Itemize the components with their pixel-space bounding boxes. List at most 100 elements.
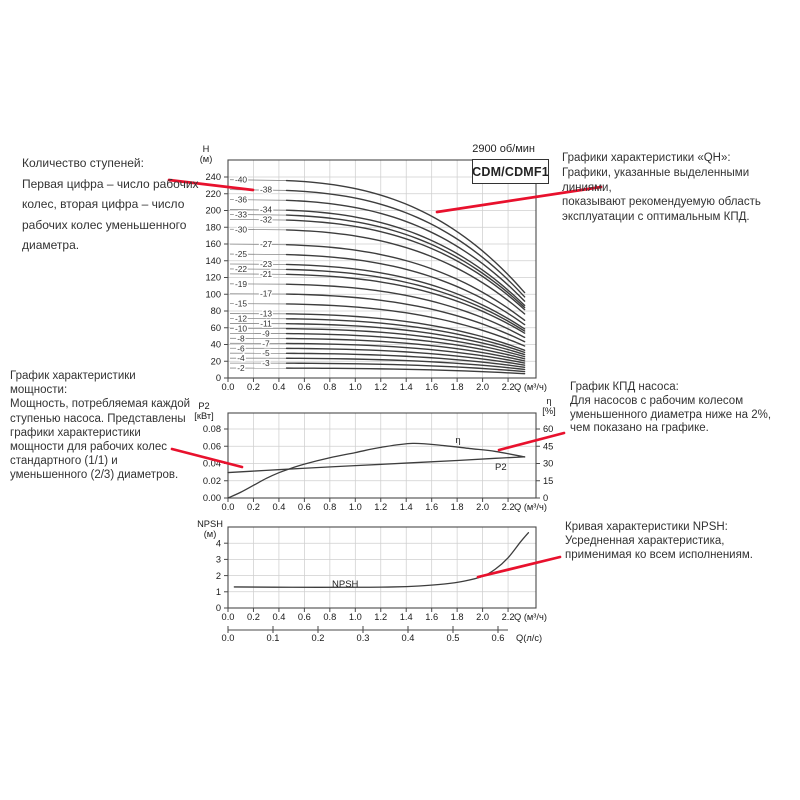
svg-text:-40: -40 [235, 175, 247, 185]
annotation-qh-curves: Графики характеристики «QH»: Графики, ук… [562, 151, 800, 225]
svg-text:1.4: 1.4 [400, 502, 413, 512]
svg-text:[%]: [%] [542, 406, 555, 416]
svg-text:2.0: 2.0 [476, 382, 489, 392]
svg-text:-27: -27 [260, 239, 272, 249]
annotation-body: Усредненная характеристика, применимая к… [565, 534, 753, 561]
svg-text:-13: -13 [260, 309, 272, 319]
svg-text:-21: -21 [260, 269, 272, 279]
npsh-chart: 0.0 0.2 0.4 0.6 0.8 1.0 1.2 1.4 1.6 1.8 2.0 2.2 0 1 2 3… [197, 519, 547, 643]
svg-text:0.2: 0.2 [247, 612, 260, 622]
annotation-title: График КПД насоса: [570, 381, 679, 393]
svg-text:0.8: 0.8 [323, 382, 336, 392]
svg-text:0.6: 0.6 [298, 382, 311, 392]
annotation-body: Для насосов с рабочим колесом уменьшенно… [570, 394, 772, 435]
svg-text:P2: P2 [198, 401, 209, 411]
svg-text:[кВт]: [кВт] [194, 411, 213, 421]
svg-text:1.4: 1.4 [400, 612, 413, 622]
svg-text:1.6: 1.6 [425, 382, 438, 392]
svg-text:1.6: 1.6 [425, 612, 438, 622]
svg-text:0.0: 0.0 [222, 633, 235, 643]
svg-text:2.0: 2.0 [476, 502, 489, 512]
svg-text:H: H [203, 144, 210, 154]
svg-text:0.2: 0.2 [312, 633, 325, 643]
power-efficiency-chart: 0.0 0.2 0.4 0.6 0.8 1.0 1.2 1.4 1.6 1.8 2.0 2.2 0.00… [194, 396, 555, 512]
svg-text:0.4: 0.4 [272, 502, 285, 512]
annotation-body: Мощность, потребляемая каждой ступенью н… [10, 398, 191, 482]
svg-text:(м): (м) [204, 529, 217, 539]
svg-text:0.4: 0.4 [272, 612, 285, 622]
svg-text:0.2: 0.2 [247, 382, 260, 392]
svg-text:220: 220 [205, 189, 221, 199]
svg-text:-9: -9 [262, 328, 270, 338]
svg-text:-17: -17 [260, 289, 272, 299]
svg-text:-19: -19 [235, 279, 247, 289]
svg-text:1.0: 1.0 [349, 612, 362, 622]
rpm-label: 2900 об/мин [472, 143, 535, 155]
svg-text:0.8: 0.8 [323, 612, 336, 622]
svg-text:2.2: 2.2 [502, 382, 515, 392]
svg-text:-5: -5 [262, 348, 270, 358]
svg-text:-3: -3 [262, 358, 270, 368]
svg-text:0.0: 0.0 [222, 612, 235, 622]
svg-text:20: 20 [211, 356, 221, 366]
svg-text:-2: -2 [237, 363, 245, 373]
svg-text:160: 160 [205, 239, 221, 249]
svg-text:-12: -12 [235, 314, 247, 324]
annotation-npsh-curve: Кривая характеристики NPSH: Усредненная … [565, 521, 800, 562]
svg-text:0.6: 0.6 [298, 502, 311, 512]
svg-text:Q (м³/ч): Q (м³/ч) [514, 382, 547, 392]
annotation-title: Количество ступеней: [22, 156, 144, 170]
svg-text:1.2: 1.2 [374, 502, 387, 512]
svg-text:40: 40 [211, 340, 221, 350]
svg-text:-15: -15 [235, 299, 247, 309]
svg-text:1.2: 1.2 [374, 382, 387, 392]
annotation-body: Графики, указанные выделенными линиями, … [562, 166, 761, 224]
svg-text:-6: -6 [237, 343, 245, 353]
svg-text:2: 2 [216, 571, 221, 581]
svg-text:-7: -7 [262, 338, 270, 348]
svg-text:0.4: 0.4 [272, 382, 285, 392]
svg-text:0.3: 0.3 [357, 633, 370, 643]
svg-text:0: 0 [543, 493, 548, 503]
annotation-stage-count: Количество ступеней: Первая цифра – числ… [22, 153, 200, 256]
svg-text:0.00: 0.00 [203, 493, 221, 503]
svg-text:-32: -32 [260, 214, 272, 224]
svg-text:0.0: 0.0 [222, 502, 235, 512]
svg-text:Q (м³/ч): Q (м³/ч) [514, 502, 547, 512]
svg-text:P2: P2 [495, 462, 507, 473]
svg-text:0.04: 0.04 [203, 459, 221, 469]
annotation-arrows [167, 178, 603, 579]
svg-text:NPSH: NPSH [197, 519, 223, 529]
svg-text:0.02: 0.02 [203, 476, 221, 486]
svg-text:0: 0 [216, 603, 221, 613]
svg-text:Q (м³/ч): Q (м³/ч) [514, 612, 547, 622]
svg-text:-10: -10 [235, 323, 247, 333]
svg-text:-23: -23 [260, 259, 272, 269]
svg-text:(м): (м) [200, 154, 213, 164]
annotation-title: График характеристики мощности: [10, 370, 136, 397]
svg-text:240: 240 [205, 172, 221, 182]
svg-text:1: 1 [216, 587, 221, 597]
svg-text:-36: -36 [235, 195, 247, 205]
svg-text:1.2: 1.2 [374, 612, 387, 622]
svg-text:1.8: 1.8 [451, 382, 464, 392]
svg-text:-4: -4 [237, 353, 245, 363]
svg-text:15: 15 [543, 476, 553, 486]
svg-text:0.1: 0.1 [267, 633, 280, 643]
svg-text:-38: -38 [260, 185, 272, 195]
svg-text:0.8: 0.8 [323, 502, 336, 512]
svg-text:1.4: 1.4 [400, 382, 413, 392]
svg-text:NPSH: NPSH [332, 579, 359, 590]
annotation-efficiency-curve: График КПД насоса: Для насосов с рабочим… [570, 381, 800, 436]
svg-text:120: 120 [205, 273, 221, 283]
svg-text:45: 45 [543, 441, 553, 451]
svg-text:0: 0 [216, 373, 221, 383]
svg-text:Q(л/с): Q(л/с) [516, 633, 542, 643]
svg-text:80: 80 [211, 306, 221, 316]
svg-text:-34: -34 [260, 204, 272, 214]
svg-text:200: 200 [205, 206, 221, 216]
svg-text:180: 180 [205, 222, 221, 232]
svg-text:0.0: 0.0 [222, 382, 235, 392]
annotation-title: Графики характеристики «QH»: [562, 152, 731, 164]
